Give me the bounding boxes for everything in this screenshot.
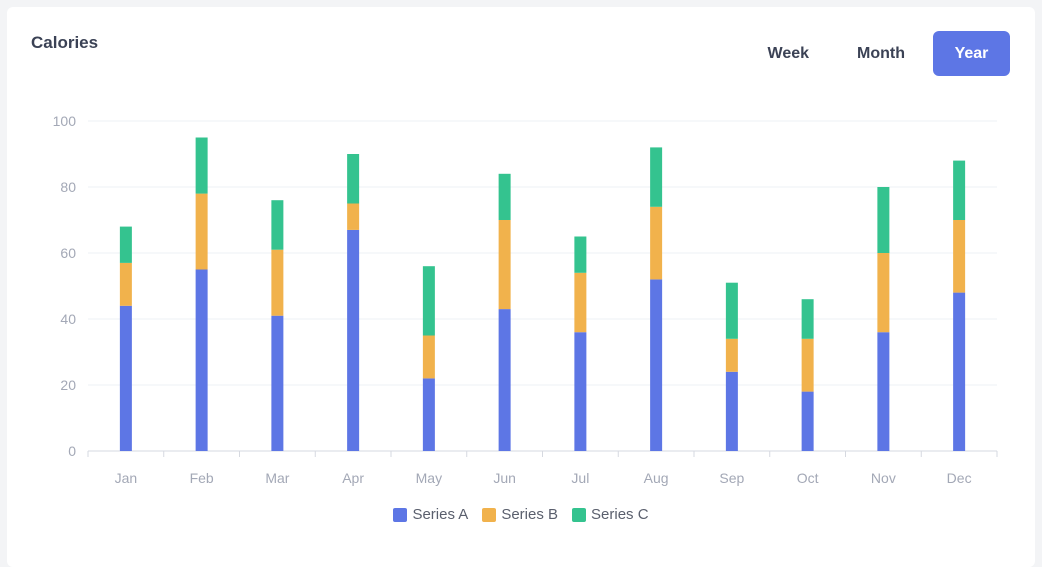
legend-item-series-c[interactable]: Series C bbox=[572, 506, 649, 523]
x-tick-label-oct: Oct bbox=[797, 470, 819, 486]
chart-legend: Series A Series B Series C bbox=[0, 506, 1042, 523]
y-tick-label-100: 100 bbox=[53, 113, 77, 129]
bar-series-b-oct bbox=[801, 338, 814, 392]
legend-item-series-b[interactable]: Series B bbox=[482, 506, 558, 523]
bar-series-c-aug bbox=[650, 147, 663, 207]
bar-series-c-jan bbox=[119, 226, 132, 263]
bar-series-c-feb bbox=[195, 137, 208, 194]
bar-series-a-sep bbox=[725, 371, 738, 451]
bar-series-c-nov bbox=[877, 187, 890, 253]
x-tick-label-jun: Jun bbox=[493, 470, 516, 486]
x-tick-label-feb: Feb bbox=[190, 470, 214, 486]
bar-series-c-apr bbox=[347, 154, 360, 204]
bar-series-a-may bbox=[422, 378, 435, 451]
bar-series-b-jun bbox=[498, 220, 511, 310]
bar-series-b-nov bbox=[877, 253, 890, 333]
tab-year[interactable]: Year bbox=[933, 31, 1010, 76]
bar-series-c-jul bbox=[574, 236, 587, 273]
calories-card: Calories Week Month Year bbox=[7, 7, 1035, 567]
bar-series-b-feb bbox=[195, 193, 208, 270]
bar-series-a-mar bbox=[271, 315, 284, 451]
x-tick-label-dec: Dec bbox=[947, 470, 972, 486]
x-tick-label-sep: Sep bbox=[719, 470, 744, 486]
bar-series-a-feb bbox=[195, 269, 208, 451]
bar-series-b-sep bbox=[725, 338, 738, 372]
bar-series-c-may bbox=[422, 266, 435, 336]
y-tick-label-80: 80 bbox=[60, 179, 76, 195]
bar-series-b-may bbox=[422, 335, 435, 379]
x-tick-label-may: May bbox=[416, 470, 442, 486]
bar-series-b-apr bbox=[347, 203, 360, 230]
x-tick-label-aug: Aug bbox=[644, 470, 669, 486]
bar-series-b-mar bbox=[271, 249, 284, 316]
x-tick-label-nov: Nov bbox=[871, 470, 896, 486]
y-tick-label-20: 20 bbox=[60, 377, 76, 393]
bar-series-a-aug bbox=[650, 279, 663, 451]
bar-series-a-jul bbox=[574, 332, 587, 451]
y-tick-label-60: 60 bbox=[60, 245, 76, 261]
y-tick-label-0: 0 bbox=[68, 443, 76, 459]
tab-week[interactable]: Week bbox=[748, 31, 830, 76]
tab-month[interactable]: Month bbox=[837, 31, 925, 76]
bar-series-b-aug bbox=[650, 206, 663, 280]
legend-label-series-c: Series C bbox=[591, 506, 649, 523]
legend-item-series-a[interactable]: Series A bbox=[393, 506, 468, 523]
legend-swatch-series-a bbox=[393, 507, 408, 522]
bar-series-a-nov bbox=[877, 332, 890, 451]
bar-series-c-mar bbox=[271, 200, 284, 250]
bar-series-c-sep bbox=[725, 282, 738, 339]
bar-series-c-dec bbox=[953, 160, 966, 220]
bar-series-a-apr bbox=[347, 229, 360, 451]
x-tick-label-mar: Mar bbox=[265, 470, 289, 486]
legend-swatch-series-c bbox=[572, 507, 587, 522]
bar-series-a-jan bbox=[119, 305, 132, 451]
x-tick-label-jan: Jan bbox=[115, 470, 138, 486]
bar-series-b-dec bbox=[953, 220, 966, 293]
legend-label-series-a: Series A bbox=[412, 506, 469, 523]
bar-series-c-oct bbox=[801, 299, 814, 339]
x-tick-label-jul: Jul bbox=[571, 470, 589, 486]
bar-series-a-dec bbox=[953, 292, 966, 451]
y-tick-label-40: 40 bbox=[60, 311, 76, 327]
x-tick-label-apr: Apr bbox=[342, 470, 364, 486]
card-title: Calories bbox=[31, 33, 99, 52]
bar-series-b-jan bbox=[119, 262, 132, 306]
bar-series-a-jun bbox=[498, 309, 511, 451]
legend-label-series-b: Series B bbox=[501, 506, 559, 523]
bar-series-c-jun bbox=[498, 173, 511, 220]
period-tabs: Week Month Year bbox=[748, 31, 1010, 76]
legend-swatch-series-b bbox=[482, 507, 497, 522]
bar-series-b-jul bbox=[574, 272, 587, 333]
bar-series-a-oct bbox=[801, 391, 814, 451]
